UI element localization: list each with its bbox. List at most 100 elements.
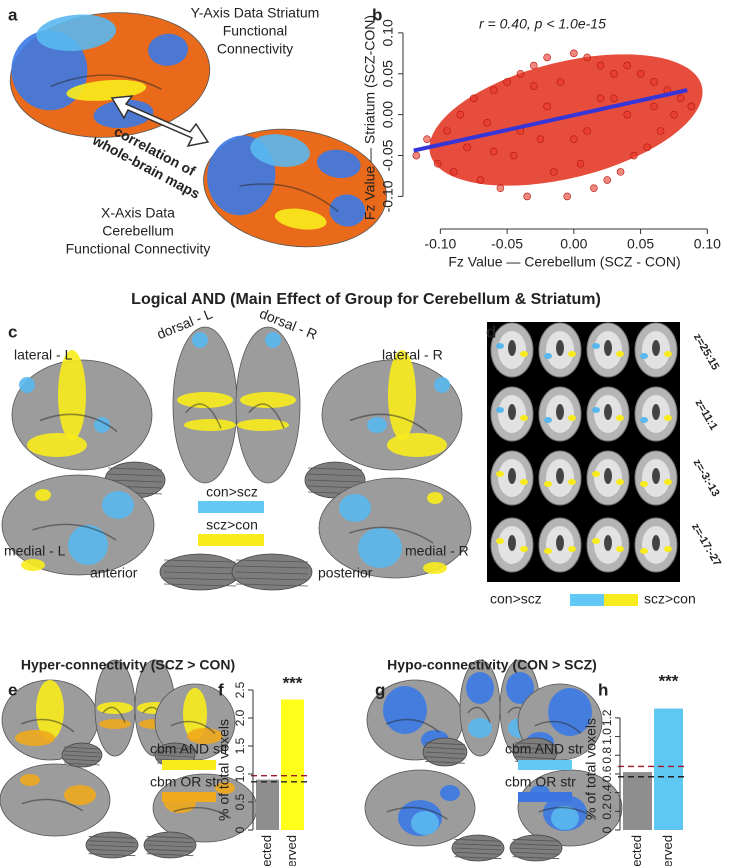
activation-blob <box>36 14 117 52</box>
slice-label: z=-17:-27 <box>689 521 723 568</box>
activation-blob <box>240 392 296 408</box>
y-tick-label: 0 <box>233 826 247 833</box>
point <box>449 168 458 176</box>
brain <box>235 326 301 484</box>
activation-blob <box>548 688 592 736</box>
ventricle <box>508 340 516 356</box>
folia <box>454 838 502 842</box>
y-tick-label: 0.6 <box>600 765 614 782</box>
bar <box>654 708 683 830</box>
brain <box>0 763 111 837</box>
a-label: Cerebellum <box>102 223 174 239</box>
folia <box>235 565 309 569</box>
view-label: posterior <box>318 565 373 581</box>
panel-label: a <box>8 5 18 24</box>
activation-blob <box>265 332 281 348</box>
brain <box>459 659 501 757</box>
point <box>469 94 478 103</box>
activation-blob <box>339 494 371 522</box>
cerebellum-surface <box>143 831 197 859</box>
activation-blob <box>329 194 366 227</box>
legend-swatch <box>604 594 638 606</box>
folia <box>454 856 502 860</box>
legend-label: scz>con <box>206 517 258 533</box>
ventricle <box>556 340 564 356</box>
folia <box>425 760 465 764</box>
activation-blob <box>250 134 310 167</box>
folia <box>107 467 163 471</box>
folia <box>512 851 560 855</box>
cerebellum-surface <box>231 553 313 591</box>
activation-blob <box>664 415 672 421</box>
activation-blob <box>237 419 289 431</box>
ventricle <box>556 404 564 420</box>
annotation: r = 0.40, p < 1.0e-15 <box>479 16 606 32</box>
folia <box>146 853 194 857</box>
folia <box>512 843 560 847</box>
activation-blob <box>184 419 236 431</box>
point <box>463 143 471 152</box>
activation-blob <box>35 489 51 501</box>
activation-blob <box>592 538 600 544</box>
folia <box>88 848 136 852</box>
cerebellum <box>422 737 468 767</box>
folia <box>454 843 502 847</box>
cerebellum <box>85 831 139 859</box>
folia <box>515 756 555 760</box>
cerebellum <box>231 553 313 591</box>
activation-blob <box>520 351 528 357</box>
activation-blob <box>568 351 576 357</box>
x-tick-label: -0.10 <box>424 236 456 252</box>
activation-blob <box>68 525 108 565</box>
legend-label: cbm AND str <box>505 741 584 757</box>
folia <box>235 571 309 575</box>
activation-blob <box>616 546 624 552</box>
a-label: X-Axis Data <box>101 205 175 221</box>
activation-blob <box>388 350 416 440</box>
brain <box>203 128 387 248</box>
fit-line <box>413 88 688 153</box>
legend-swatch <box>162 792 216 802</box>
activation-blob <box>616 351 624 357</box>
panel-title: Hyper-connectivity (SCZ > CON) <box>21 657 235 673</box>
point <box>570 49 578 58</box>
cerebellum <box>143 831 197 859</box>
cerebellum-surface <box>451 834 505 862</box>
annotation: *** <box>659 671 679 690</box>
y-tick-label: 0.4 <box>600 784 614 801</box>
legend-swatch <box>198 534 264 546</box>
x-axis-label: Fz Value — Cerebellum (SCZ - CON) <box>448 254 680 270</box>
cerebellum <box>61 742 103 768</box>
point <box>687 102 696 111</box>
brain-images <box>0 12 623 862</box>
ventricle <box>652 535 660 551</box>
point <box>596 94 605 103</box>
folia <box>156 746 194 750</box>
y-tick-label: -0.05 <box>380 139 396 171</box>
slice-label: z=-3:-13 <box>691 457 722 499</box>
y-tick-label: 0.2 <box>600 803 614 820</box>
bar <box>623 772 652 830</box>
legend-label: con>scz <box>206 484 258 500</box>
y-tick-label: 0.00 <box>380 101 396 128</box>
legend-swatch <box>570 594 604 606</box>
y-tick-label: 1.0 <box>233 765 247 782</box>
point <box>576 159 585 168</box>
view-label: lateral - L <box>14 347 73 363</box>
activation-blob <box>496 343 504 349</box>
y-tick-label: 1.2 <box>600 709 614 726</box>
activation-blob <box>544 548 552 554</box>
point <box>543 53 551 62</box>
activation-blob <box>66 79 147 101</box>
activation-blob <box>99 719 131 729</box>
ventricle <box>604 468 612 484</box>
point <box>616 168 625 176</box>
point <box>583 127 591 135</box>
ventricle <box>508 535 516 551</box>
activation-blob <box>568 546 576 552</box>
point <box>489 147 498 156</box>
point <box>590 184 598 193</box>
folia <box>63 758 101 762</box>
folia <box>88 853 136 857</box>
y-tick-label: 2.0 <box>233 709 247 726</box>
